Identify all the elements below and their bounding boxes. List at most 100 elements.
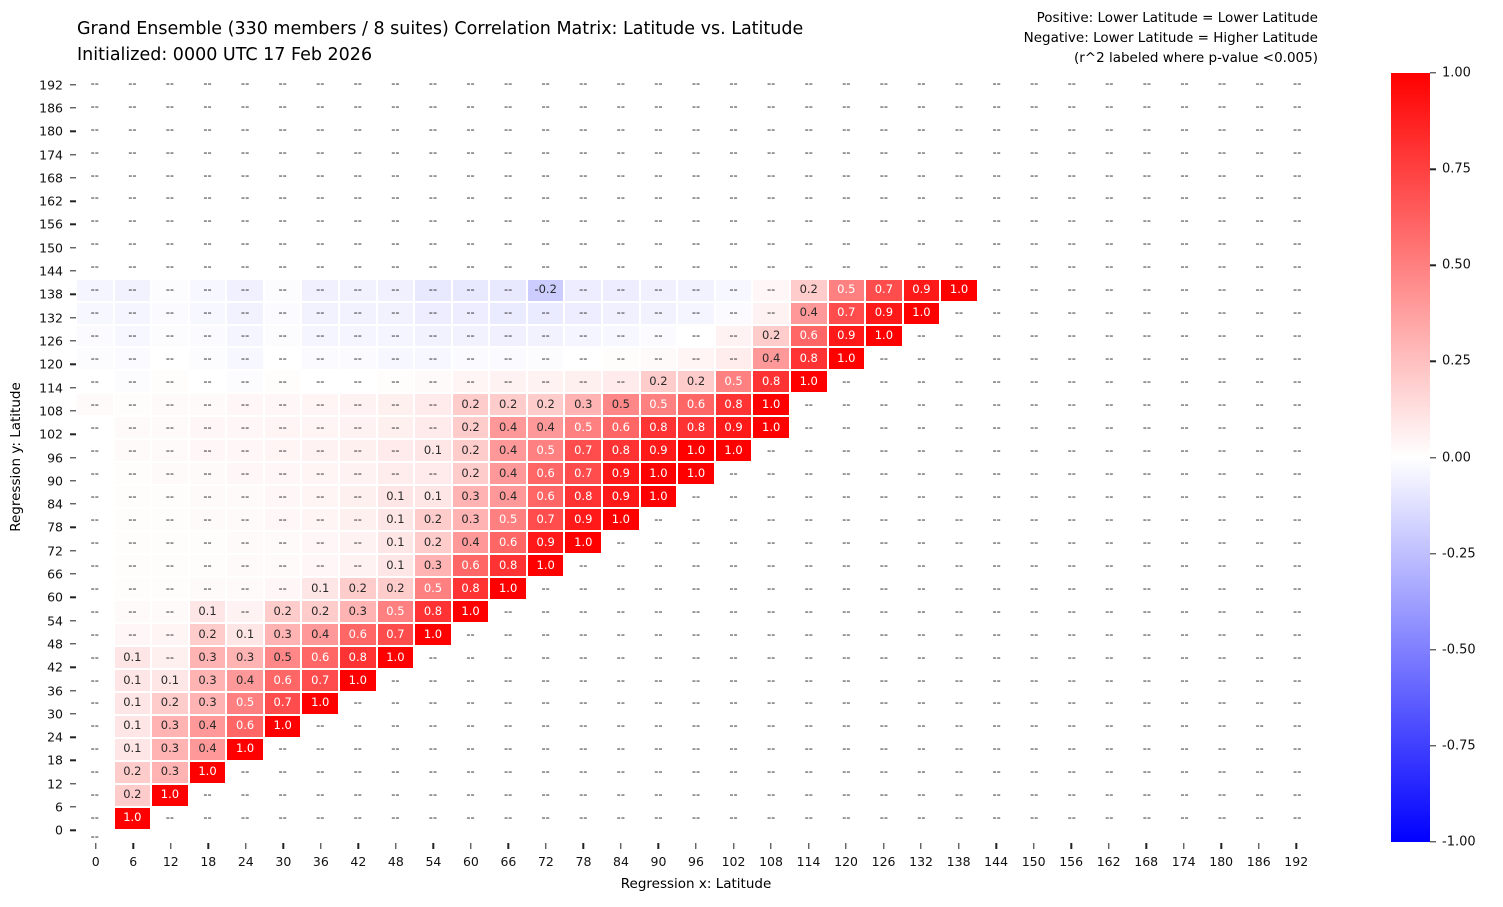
heatmap-cell: -- bbox=[866, 761, 902, 783]
heatmap-cell: 0.6 bbox=[603, 417, 639, 439]
heatmap-cell: -- bbox=[866, 118, 902, 140]
heatmap-cell: 1.0 bbox=[452, 600, 489, 622]
heatmap-cell: -- bbox=[978, 73, 1015, 94]
heatmap-cell: -- bbox=[903, 210, 940, 232]
heatmap-cell: -- bbox=[978, 761, 1015, 783]
heatmap-cell: -- bbox=[903, 371, 940, 393]
heatmap-cell: -- bbox=[866, 532, 902, 554]
heatmap-cell: -- bbox=[490, 73, 526, 94]
heatmap-cell: -- bbox=[1204, 692, 1240, 714]
heatmap-cell: -- bbox=[1279, 95, 1315, 117]
heatmap-cell: 0.9 bbox=[715, 417, 752, 439]
heatmap-cell: -- bbox=[340, 555, 376, 576]
heatmap-cell: -- bbox=[603, 233, 639, 255]
heatmap-cell: -- bbox=[1241, 256, 1278, 278]
heatmap-cell: -- bbox=[790, 669, 827, 691]
y-tick-mark bbox=[70, 316, 76, 319]
heatmap-cell: -- bbox=[1091, 761, 1128, 783]
x-tick-label: 174 bbox=[1171, 854, 1196, 869]
x-tick-mark bbox=[470, 843, 472, 849]
heatmap-cell: -- bbox=[340, 141, 376, 163]
heatmap-cell: -- bbox=[678, 95, 714, 117]
heatmap-cell: 1.0 bbox=[490, 578, 526, 599]
heatmap-cell: 0.4 bbox=[790, 302, 827, 324]
heatmap-cell: -- bbox=[1166, 509, 1203, 531]
y-tick-mark bbox=[70, 736, 76, 738]
heatmap-cell: -- bbox=[1016, 210, 1052, 232]
y-axis-label: Regression y: Latitude bbox=[8, 382, 24, 532]
heatmap-cell: 0.3 bbox=[189, 692, 226, 714]
heatmap-cell: -- bbox=[978, 256, 1015, 278]
heatmap-cell: -- bbox=[678, 738, 714, 760]
heatmap-cell: -- bbox=[1166, 325, 1203, 347]
heatmap-cell: -- bbox=[978, 509, 1015, 531]
heatmap-cell: -- bbox=[1129, 164, 1165, 186]
heatmap-cell: -- bbox=[603, 118, 639, 140]
heatmap-cell: -- bbox=[828, 807, 865, 829]
heatmap-cell: -- bbox=[490, 348, 526, 370]
heatmap-cell: -- bbox=[640, 623, 677, 645]
heatmap-cell: -- bbox=[1016, 394, 1052, 416]
heatmap-cell: -- bbox=[1204, 555, 1240, 576]
heatmap-cell: -- bbox=[1129, 761, 1165, 783]
heatmap-cell: -- bbox=[828, 210, 865, 232]
heatmap-cell: -- bbox=[1279, 761, 1315, 783]
heatmap-cell: -- bbox=[715, 623, 752, 645]
colorbar-tick-label: 0.75 bbox=[1442, 161, 1471, 177]
heatmap-cell: -- bbox=[227, 578, 263, 599]
heatmap-cell: -- bbox=[377, 95, 414, 117]
heatmap-cell: -- bbox=[715, 578, 752, 599]
heatmap-cell: -- bbox=[1016, 509, 1052, 531]
heatmap-cell: -- bbox=[1091, 118, 1128, 140]
heatmap-cell: -- bbox=[1091, 187, 1128, 209]
heatmap-cell: -- bbox=[1091, 509, 1128, 531]
heatmap-cell: -- bbox=[978, 348, 1015, 370]
heatmap-cell: -- bbox=[866, 715, 902, 737]
heatmap-cell: -- bbox=[640, 118, 677, 140]
heatmap-cell: -- bbox=[1053, 118, 1090, 140]
colorbar-tick-label: 0.50 bbox=[1442, 257, 1471, 273]
heatmap-cell: -- bbox=[302, 233, 339, 255]
heatmap-cell: -- bbox=[1129, 669, 1165, 691]
y-tick-label: 168 bbox=[39, 170, 63, 186]
heatmap-cell: -- bbox=[565, 95, 602, 117]
heatmap-cell: -- bbox=[1279, 486, 1315, 508]
heatmap-cell: -- bbox=[828, 371, 865, 393]
heatmap-cell: -- bbox=[941, 371, 977, 393]
heatmap-cell: -- bbox=[189, 509, 226, 531]
heatmap-cell: -- bbox=[941, 164, 977, 186]
heatmap-cell: 0.2 bbox=[264, 600, 301, 622]
heatmap-cell: -- bbox=[753, 210, 789, 232]
heatmap-cell: -- bbox=[903, 348, 940, 370]
chart-title-line1: Grand Ensemble (330 members / 8 suites) … bbox=[77, 19, 804, 39]
heatmap-cell: 0.4 bbox=[452, 532, 489, 554]
heatmap-cell: -- bbox=[527, 73, 564, 94]
x-tick-mark bbox=[657, 843, 660, 849]
heatmap-cell: -- bbox=[1016, 646, 1052, 668]
heatmap-cell: 0.3 bbox=[152, 715, 188, 737]
heatmap-cell: -- bbox=[753, 738, 789, 760]
y-tick-label: 108 bbox=[39, 403, 63, 419]
heatmap-cell: -- bbox=[77, 371, 113, 393]
y-tick-mark bbox=[70, 596, 76, 599]
x-tick-mark bbox=[807, 843, 810, 849]
heatmap-cell: -- bbox=[415, 256, 451, 278]
heatmap-cell: -- bbox=[377, 463, 414, 485]
heatmap-cell: -- bbox=[77, 279, 113, 301]
heatmap-cell: 0.5 bbox=[264, 646, 301, 668]
heatmap-cell: -- bbox=[790, 463, 827, 485]
heatmap-cell: -- bbox=[640, 233, 677, 255]
heatmap-cell: -- bbox=[114, 164, 151, 186]
heatmap-cell: 0.8 bbox=[490, 555, 526, 576]
heatmap-cell: -- bbox=[152, 73, 188, 94]
heatmap-cell: -- bbox=[1241, 95, 1278, 117]
heatmap-cell: -- bbox=[1016, 532, 1052, 554]
heatmap-cell: -- bbox=[264, 73, 301, 94]
x-tick-label: 30 bbox=[275, 854, 292, 869]
y-tick-label: 54 bbox=[47, 613, 63, 629]
heatmap-cell: -- bbox=[828, 417, 865, 439]
heatmap-cell: -- bbox=[828, 578, 865, 599]
x-tick-label: 24 bbox=[237, 854, 254, 869]
heatmap-cell: 0.4 bbox=[302, 623, 339, 645]
y-tick-mark bbox=[70, 177, 76, 179]
